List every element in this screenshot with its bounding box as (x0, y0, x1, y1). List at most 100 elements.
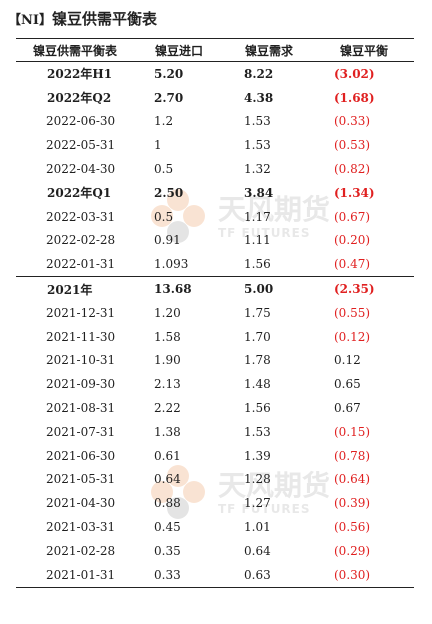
row-import: 13.68 (134, 276, 224, 301)
row-balance: (0.47) (334, 257, 371, 272)
row-import: 0.5 (154, 209, 174, 224)
row-demand: 1.70 (244, 329, 271, 344)
column-header-import: 镍豆进口 (154, 43, 203, 58)
row-name: 2021-12-31 (46, 305, 116, 320)
table-row: 2022-04-30 0.5 1.32 (0.82) (16, 157, 414, 181)
row-balance: (0.39) (334, 496, 371, 511)
row-balance: (0.53) (334, 138, 371, 153)
table-row: 2021-07-31 1.38 1.53 (0.15) (16, 420, 414, 444)
row-import: 1.20 (154, 305, 181, 320)
row-name: 2021-08-31 (46, 401, 116, 416)
row-demand: 1.75 (244, 305, 271, 320)
row-balance: (0.78) (334, 448, 371, 463)
row-name: 2022年Q2 (47, 91, 112, 106)
table-row: 2022-06-30 1.2 1.53 (0.33) (16, 110, 414, 134)
row-import: 0.45 (154, 520, 181, 535)
row-import: 0.64 (154, 472, 181, 487)
row-demand: 1.56 (244, 257, 271, 272)
row-name: 2022-03-31 (46, 209, 116, 224)
table-row: 2021-06-30 0.61 1.39 (0.78) (16, 444, 414, 468)
row-import: 0.61 (154, 448, 181, 463)
table-row: 2021-05-31 0.64 1.28 (0.64) (16, 468, 414, 492)
row-balance: (0.29) (334, 543, 371, 558)
row-balance: (0.30) (314, 562, 414, 588)
row-import: 0.5 (154, 162, 174, 177)
column-header-demand: 镍豆需求 (244, 43, 293, 58)
row-name: 2021-07-31 (46, 424, 116, 439)
table-row: 2021年 13.68 5.00 (2.35) (16, 276, 414, 301)
row-balance: (0.20) (334, 233, 371, 248)
table-body: 2022年H1 5.20 8.22 (3.02) 2022年Q2 2.70 4.38 (1.6… (16, 62, 414, 588)
row-name: 2021-10-31 (46, 353, 116, 368)
row-import: 2.22 (154, 401, 181, 416)
row-name: 2022-05-31 (46, 138, 116, 153)
row-name: 2021-01-31 (16, 562, 134, 588)
row-name: 2022-06-30 (46, 114, 116, 129)
table-row: 2022年Q1 2.50 3.84 (1.34) (16, 181, 414, 205)
row-import: 0.91 (154, 233, 181, 248)
row-import: 1.58 (154, 329, 181, 344)
table-row: 2021-12-31 1.20 1.75 (0.55) (16, 301, 414, 325)
row-import: 1.093 (154, 257, 189, 272)
row-demand: 1.17 (244, 209, 271, 224)
row-demand: 1.01 (244, 520, 271, 535)
row-demand: 1.27 (244, 496, 271, 511)
row-balance: (0.12) (334, 329, 371, 344)
row-demand: 1.32 (244, 162, 271, 177)
row-balance: (0.56) (334, 520, 371, 535)
row-demand: 0.63 (224, 562, 314, 588)
row-name: 2022-01-31 (46, 257, 116, 272)
row-name: 2021-04-30 (46, 496, 116, 511)
row-name: 2022年H1 (47, 67, 113, 82)
row-import: 2.50 (154, 185, 184, 200)
row-balance: 0.67 (334, 401, 361, 416)
row-balance: (0.55) (334, 305, 371, 320)
row-name: 2021-02-28 (46, 543, 116, 558)
row-import: 1.2 (154, 114, 174, 129)
title-text: 镍豆供需平衡表 (51, 10, 157, 28)
row-demand: 1.11 (244, 233, 271, 248)
row-name: 2021-11-30 (46, 329, 116, 344)
row-demand: 1.48 (244, 377, 271, 392)
page-title: 【NI】镍豆供需平衡表 (8, 8, 157, 29)
row-import: 1 (154, 138, 162, 153)
balance-table: 镍豆供需平衡表 镍豆进口 镍豆需求 镍豆平衡 2022年H1 5.20 8.22 (3… (16, 38, 414, 588)
row-balance: (0.82) (334, 162, 371, 177)
table-row: 2022年Q2 2.70 4.38 (1.68) (16, 86, 414, 110)
row-import: 1.38 (154, 424, 181, 439)
table-row: 2021-04-30 0.88 1.27 (0.39) (16, 491, 414, 515)
table-row: 2021-09-30 2.13 1.48 0.65 (16, 372, 414, 396)
row-demand: 3.84 (244, 185, 274, 200)
table-row: 2022-02-28 0.91 1.11 (0.20) (16, 229, 414, 253)
row-import: 1.90 (154, 353, 181, 368)
row-demand: 1.78 (244, 353, 271, 368)
row-name: 2021-09-30 (46, 377, 116, 392)
row-demand: 8.22 (244, 66, 274, 81)
row-name: 2021年 (16, 276, 134, 301)
row-import: 0.35 (154, 543, 181, 558)
row-import: 5.20 (154, 66, 184, 81)
row-demand: 0.64 (244, 543, 271, 558)
table-row: 2022-05-31 1 1.53 (0.53) (16, 133, 414, 157)
row-name: 2022-02-28 (46, 233, 116, 248)
row-balance: (2.35) (314, 276, 414, 301)
row-balance: (0.64) (334, 472, 371, 487)
row-name: 2021-05-31 (46, 472, 116, 487)
row-balance: (0.33) (334, 114, 371, 129)
column-header-name: 镍豆供需平衡表 (32, 43, 117, 58)
table-row: 2022-01-31 1.093 1.56 (0.47) (16, 252, 414, 276)
row-balance: 0.65 (334, 377, 361, 392)
row-demand: 1.53 (244, 114, 271, 129)
row-name: 2021-06-30 (46, 448, 116, 463)
table-row: 2021-08-31 2.22 1.56 0.67 (16, 396, 414, 420)
row-demand: 1.39 (244, 448, 271, 463)
title-tag: 【NI】 (8, 13, 52, 28)
table-row: 2022年H1 5.20 8.22 (3.02) (16, 62, 414, 86)
row-balance: (1.34) (334, 185, 375, 200)
row-demand: 1.53 (244, 424, 271, 439)
row-balance: (3.02) (334, 66, 375, 81)
row-name: 2021-03-31 (46, 520, 116, 535)
row-demand: 4.38 (244, 90, 274, 105)
row-demand: 1.28 (244, 472, 271, 487)
row-import: 2.70 (154, 90, 184, 105)
